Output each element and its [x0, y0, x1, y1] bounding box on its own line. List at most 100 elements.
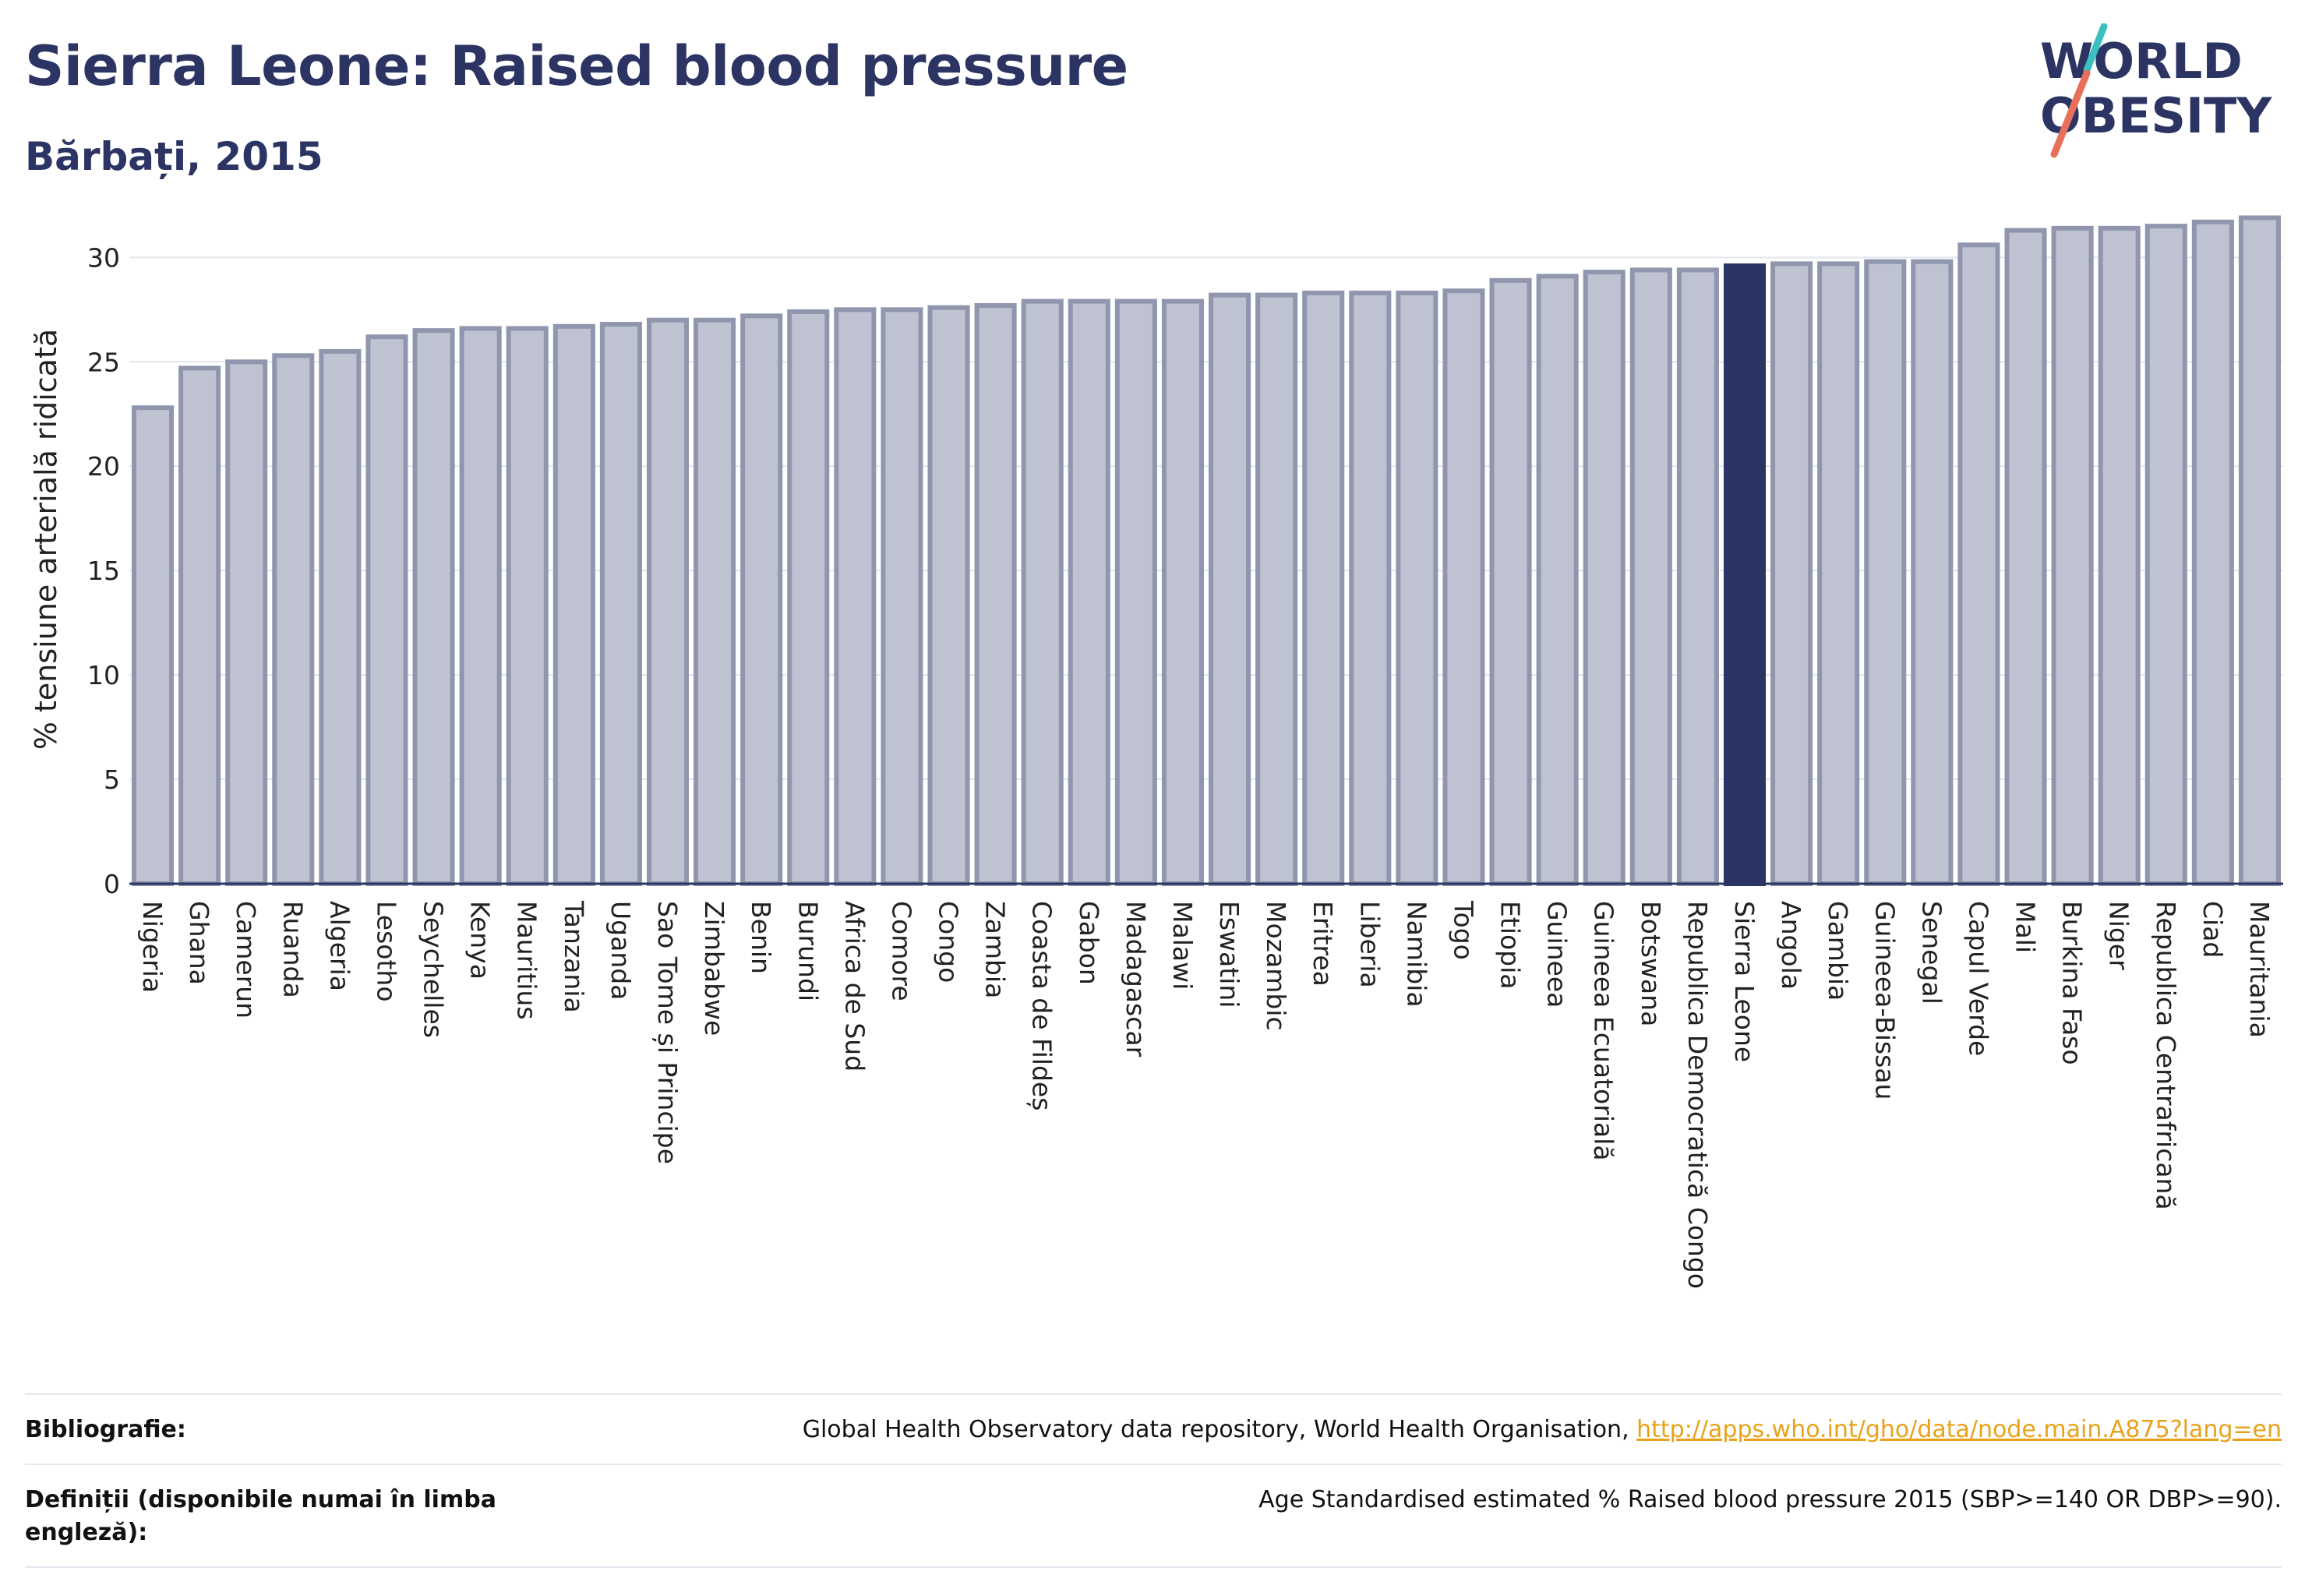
bibliography-text: Global Health Observatory data repositor…: [802, 1416, 1637, 1443]
bar-botswana: [1629, 267, 1672, 887]
bar-eritrea: [1302, 290, 1345, 887]
x-tick-label: Eritrea: [1308, 901, 1338, 987]
bar-liberia: [1349, 290, 1392, 887]
bar-coasta-de-filde-: [1021, 298, 1064, 887]
x-tick-label: Senegal: [1916, 901, 1947, 1005]
definitions-text: Age Standardised estimated % Raised bloo…: [1258, 1486, 2282, 1513]
bar-lesotho: [365, 334, 408, 886]
bar-ciad: [2191, 219, 2234, 887]
bar-congo: [927, 305, 970, 886]
x-tick-label: Seychelles: [418, 901, 449, 1038]
bar-madagascar: [1114, 298, 1157, 887]
y-tick-label: 25: [87, 347, 120, 377]
x-tick-label: Guineea: [1542, 901, 1573, 1008]
x-tick-label: Niger: [2104, 901, 2134, 970]
bibliography-value: Global Health Observatory data repositor…: [803, 1414, 2282, 1446]
bar-gambia: [1817, 261, 1860, 886]
bar-burundi: [787, 309, 830, 886]
x-tick-label: Congo: [934, 901, 964, 983]
bar-tanzania: [552, 323, 595, 887]
x-tick-label: Guineea Ecuatorială: [1589, 901, 1619, 1161]
bar-republica-democratic-congo: [1676, 267, 1719, 887]
bar-angola: [1770, 261, 1813, 886]
x-tick-label: Mauritania: [2244, 901, 2275, 1038]
x-tick-label: Zambia: [980, 901, 1011, 998]
bar-kenya: [459, 326, 502, 886]
x-tick-label: Mali: [2010, 901, 2041, 953]
world-obesity-logo: WORLD OBESITY: [2040, 23, 2272, 158]
x-tick-label: Algeria: [324, 901, 355, 991]
x-tick-label: Uganda: [605, 901, 636, 1000]
logo-slash-bottom: [2050, 69, 2091, 158]
bar-togo: [1442, 288, 1485, 886]
x-tick-label: Mozambic: [1261, 901, 1291, 1031]
y-tick-labels: 0 5 10 15 20 25 30: [87, 242, 120, 899]
x-tick-label: Ciad: [2197, 901, 2228, 958]
bibliography-row: Bibliografie: Global Health Observatory …: [25, 1393, 2282, 1464]
bar-benin: [740, 313, 783, 886]
y-tick-label: 20: [87, 451, 120, 482]
bar-guineea-bissau: [1864, 259, 1907, 887]
bar-mali: [2004, 228, 2047, 887]
bar-algeria: [319, 348, 362, 886]
x-tick-label: Republica Democratică Congo: [1682, 901, 1713, 1289]
x-tick-label: Africa de Sud: [839, 901, 870, 1072]
x-tick-label: Comore: [886, 901, 916, 1001]
x-tick-label: Gabon: [1074, 901, 1104, 985]
y-tick-label: 15: [87, 556, 120, 586]
x-tick-label: Coasta de Fildeș: [1027, 901, 1057, 1110]
page-subtitle: Bărbați, 2015: [25, 134, 323, 179]
x-tick-label: Namibia: [1401, 901, 1431, 1008]
y-axis-title: % tensiune arterială ridicată: [29, 329, 63, 750]
bar-africa-de-sud: [834, 307, 877, 887]
x-tick-label: Malawi: [1167, 901, 1198, 990]
y-tick-label: 10: [87, 660, 120, 690]
bar-senegal: [1911, 259, 1954, 887]
x-tick-label: Benin: [746, 901, 776, 974]
bibliography-link[interactable]: http://apps.who.int/gho/data/node.main.A…: [1636, 1416, 2282, 1443]
x-tick-labels: Nigeria Ghana Camerun Ruanda Algeria Lesotho S…: [137, 900, 2275, 1289]
bar-mozambic: [1255, 292, 1298, 886]
bar-malawi: [1161, 298, 1204, 887]
x-tick-label: Sao Tome și Principe: [652, 901, 683, 1164]
page-title: Sierra Leone: Raised blood pressure: [25, 34, 1128, 98]
x-tick-label: Botswana: [1636, 901, 1666, 1026]
x-tick-label: Eswatini: [1214, 901, 1244, 1008]
y-tick-label: 0: [104, 869, 120, 899]
bar-niger: [2098, 225, 2141, 887]
x-tick-label: Madagascar: [1121, 901, 1151, 1058]
logo-line1: WORLD: [2040, 33, 2243, 90]
definitions-row: Definiții (disponibile numai în limba en…: [25, 1464, 2282, 1568]
x-tick-label: Liberia: [1354, 901, 1385, 988]
bibliography-label: Bibliografie:: [25, 1416, 186, 1443]
bar-sierra-leone: [1723, 263, 1767, 886]
x-tick-label: Gambia: [1823, 901, 1853, 1001]
bar-nigeria: [132, 405, 175, 886]
y-tick-label: 30: [87, 242, 120, 273]
bar-burkina-faso: [2051, 225, 2094, 887]
x-tick-label: Nigeria: [137, 901, 168, 993]
bar-comore: [881, 307, 923, 887]
logo-slash-top: [2083, 23, 2108, 74]
x-tick-label: Republica Centrafricană: [2151, 901, 2181, 1210]
bar-guineea: [1536, 274, 1579, 887]
x-tick-label: Togo: [1448, 900, 1478, 960]
x-tick-label: Etiopia: [1495, 901, 1526, 990]
x-tick-label: Burundi: [792, 901, 823, 1001]
bar-camerun: [225, 359, 268, 886]
x-tick-label: Guineea-Bissau: [1869, 901, 1900, 1100]
bar-chart: 0 5 10 15 20 25 30 Nigeria Ghana Camerun Ruanda Al…: [29, 215, 2283, 1289]
bar-capul-verde: [1957, 242, 2000, 887]
x-tick-label: Sierra Leone: [1729, 901, 1760, 1062]
x-tick-label: Tanzania: [559, 900, 589, 1013]
y-tick-label: 5: [104, 764, 120, 795]
x-tick-label: Burkina Faso: [2057, 901, 2088, 1065]
bar-zambia: [974, 302, 1017, 886]
bar-eswatini: [1209, 292, 1251, 886]
footer: Bibliografie: Global Health Observatory …: [25, 1393, 2282, 1568]
x-tick-label: Mauritius: [512, 901, 542, 1020]
bar-ghana: [178, 365, 221, 886]
bar-sao-tome-i-principe: [646, 317, 690, 886]
x-tick-label: Angola: [1776, 901, 1806, 990]
bar-mauritius: [506, 326, 549, 886]
